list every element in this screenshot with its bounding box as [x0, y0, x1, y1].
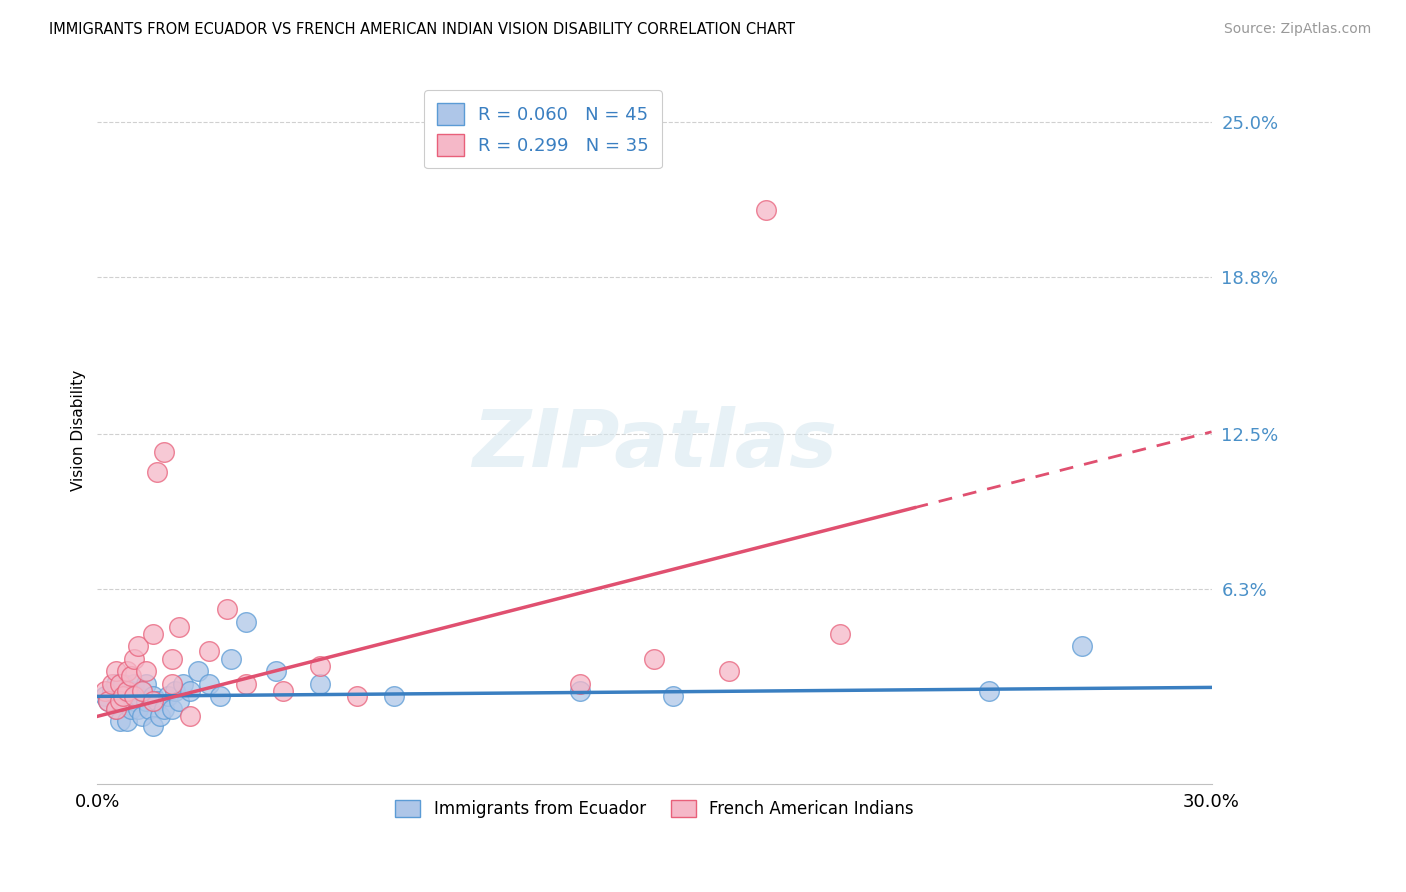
Point — [112, 690, 135, 704]
Point — [94, 690, 117, 704]
Point — [662, 690, 685, 704]
Point — [179, 709, 201, 723]
Point — [94, 684, 117, 698]
Point — [165, 684, 187, 698]
Point — [197, 677, 219, 691]
Point — [346, 690, 368, 704]
Point — [138, 702, 160, 716]
Point — [160, 652, 183, 666]
Point — [97, 694, 120, 708]
Point — [309, 677, 332, 691]
Point — [197, 644, 219, 658]
Point — [156, 690, 179, 704]
Point — [142, 690, 165, 704]
Point — [142, 719, 165, 733]
Point — [235, 677, 257, 691]
Point — [108, 690, 131, 704]
Text: IMMIGRANTS FROM ECUADOR VS FRENCH AMERICAN INDIAN VISION DISABILITY CORRELATION : IMMIGRANTS FROM ECUADOR VS FRENCH AMERIC… — [49, 22, 796, 37]
Point — [384, 690, 406, 704]
Point — [104, 677, 127, 691]
Point — [127, 702, 149, 716]
Point — [135, 677, 157, 691]
Point — [104, 665, 127, 679]
Point — [127, 690, 149, 704]
Point — [309, 659, 332, 673]
Point — [97, 694, 120, 708]
Point — [120, 669, 142, 683]
Point — [131, 709, 153, 723]
Point — [131, 684, 153, 698]
Point — [271, 684, 294, 698]
Point — [115, 690, 138, 704]
Point — [167, 619, 190, 633]
Point — [142, 694, 165, 708]
Point — [235, 615, 257, 629]
Point — [149, 709, 172, 723]
Point — [569, 684, 592, 698]
Point — [101, 677, 124, 691]
Y-axis label: Vision Disability: Vision Disability — [72, 370, 86, 491]
Text: ZIPatlas: ZIPatlas — [472, 406, 837, 483]
Point — [115, 714, 138, 729]
Point — [167, 694, 190, 708]
Point — [120, 684, 142, 698]
Point — [717, 665, 740, 679]
Point — [112, 677, 135, 691]
Text: Source: ZipAtlas.com: Source: ZipAtlas.com — [1223, 22, 1371, 37]
Point — [124, 652, 146, 666]
Point — [124, 694, 146, 708]
Point — [108, 677, 131, 691]
Point — [115, 665, 138, 679]
Point — [104, 702, 127, 716]
Point — [569, 677, 592, 691]
Point — [755, 202, 778, 217]
Point — [142, 627, 165, 641]
Point — [172, 677, 194, 691]
Point — [219, 652, 242, 666]
Point — [264, 665, 287, 679]
Point — [146, 465, 169, 479]
Point — [977, 684, 1000, 698]
Point — [830, 627, 852, 641]
Point — [160, 677, 183, 691]
Point — [1070, 640, 1092, 654]
Point — [127, 640, 149, 654]
Point — [643, 652, 665, 666]
Point — [135, 694, 157, 708]
Point — [160, 702, 183, 716]
Point — [187, 665, 209, 679]
Point — [101, 684, 124, 698]
Point — [217, 602, 239, 616]
Point — [108, 694, 131, 708]
Point — [153, 702, 176, 716]
Point — [124, 677, 146, 691]
Point — [112, 694, 135, 708]
Point — [108, 714, 131, 729]
Point — [115, 684, 138, 698]
Point — [135, 665, 157, 679]
Point — [131, 684, 153, 698]
Point — [104, 702, 127, 716]
Point — [208, 690, 231, 704]
Point — [146, 694, 169, 708]
Point — [153, 445, 176, 459]
Point — [120, 702, 142, 716]
Legend: Immigrants from Ecuador, French American Indians: Immigrants from Ecuador, French American… — [388, 793, 921, 825]
Point — [124, 690, 146, 704]
Point — [179, 684, 201, 698]
